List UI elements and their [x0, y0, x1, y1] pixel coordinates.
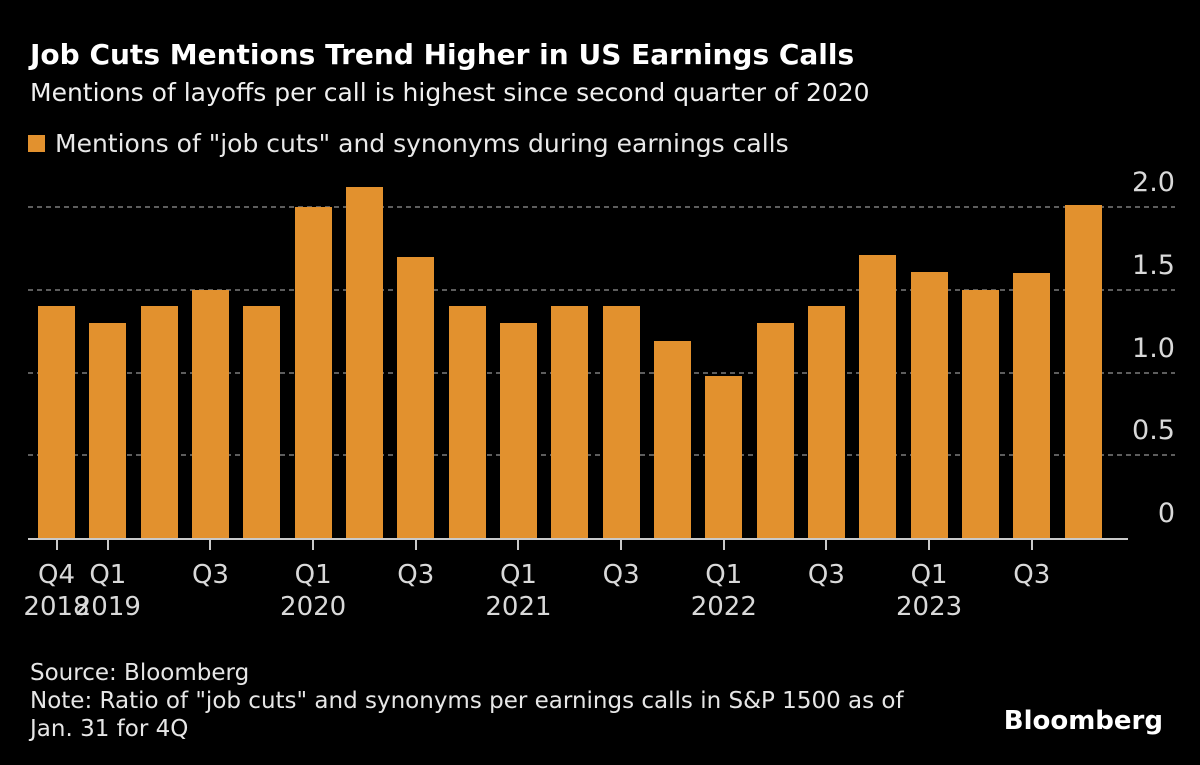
bar: [191, 289, 229, 538]
bar: [243, 306, 281, 538]
bar: [38, 306, 75, 538]
bar: [859, 254, 897, 538]
x-quarter-label: Q1: [705, 560, 743, 590]
x-axis-tick: [106, 540, 109, 550]
x-axis-tick: [517, 540, 520, 550]
bar: [499, 322, 537, 538]
bar: [602, 306, 640, 538]
bar: [448, 306, 486, 538]
bar: [397, 256, 435, 538]
bar: [705, 375, 743, 538]
legend-swatch-icon: [28, 135, 45, 152]
x-axis-tick: [620, 540, 623, 550]
legend: Mentions of "job cuts" and synonyms duri…: [28, 129, 789, 158]
bar: [756, 322, 794, 538]
x-axis-tick: [928, 540, 931, 550]
x-quarter-label: Q3: [807, 560, 845, 590]
y-axis-label: 0.5: [1132, 415, 1175, 447]
x-year-label: 2020: [280, 592, 347, 622]
x-year-label: 2021: [485, 592, 552, 622]
bar: [910, 271, 948, 538]
x-axis-tick: [414, 540, 417, 550]
y-axis-label: 0: [1157, 498, 1175, 529]
bar: [89, 322, 127, 538]
bar: [551, 306, 589, 538]
y-gridline: [28, 454, 1175, 457]
x-axis-tick: [209, 540, 212, 550]
x-axis-tick: [1030, 540, 1033, 550]
y-axis-label: 1.0: [1132, 332, 1175, 364]
y-gridline: [28, 288, 1175, 291]
y-axis-label: 2.0: [1132, 167, 1175, 198]
chart-title: Job Cuts Mentions Trend Higher in US Ear…: [30, 38, 855, 71]
x-year-label: 2023: [896, 592, 963, 622]
x-quarter-label: Q4: [37, 560, 75, 590]
bar: [294, 207, 332, 538]
bar: [1064, 205, 1102, 538]
bar: [807, 306, 845, 538]
x-year-label: 2018: [23, 592, 90, 622]
x-quarter-label: Q1: [499, 560, 537, 590]
x-quarter-label: Q3: [397, 560, 435, 590]
y-gridline: [28, 206, 1175, 208]
x-axis-tick: [825, 540, 828, 550]
bar: [140, 306, 178, 538]
x-axis-tick: [312, 540, 315, 550]
bloomberg-wordmark: Bloomberg: [1003, 706, 1163, 736]
x-quarter-label: Q3: [1013, 560, 1051, 590]
chart-subtitle: Mentions of layoffs per call is highest …: [30, 78, 870, 107]
bar: [961, 289, 999, 538]
x-quarter-label: Q1: [89, 560, 127, 590]
legend-label: Mentions of "job cuts" and synonyms duri…: [55, 129, 789, 158]
bar: [345, 187, 383, 538]
x-quarter-label: Q3: [602, 560, 640, 590]
x-quarter-label: Q3: [191, 560, 229, 590]
x-year-label: 2022: [690, 592, 757, 622]
x-year-label: 2019: [74, 592, 141, 622]
source-line: Source: Bloomberg: [30, 660, 250, 686]
x-quarter-label: Q1: [294, 560, 332, 590]
bar: [1013, 273, 1051, 538]
x-axis-tick: [722, 540, 725, 550]
x-axis-tick: [55, 540, 58, 550]
x-quarter-label: Q1: [910, 560, 948, 590]
y-axis-label: 1.5: [1132, 249, 1175, 281]
note-line-1: Note: Ratio of "job cuts" and synonyms p…: [30, 688, 904, 714]
y-gridline: [28, 371, 1175, 374]
x-axis-line: [28, 538, 1128, 540]
note-line-2: Jan. 31 for 4Q: [30, 716, 189, 742]
bar: [653, 341, 691, 538]
